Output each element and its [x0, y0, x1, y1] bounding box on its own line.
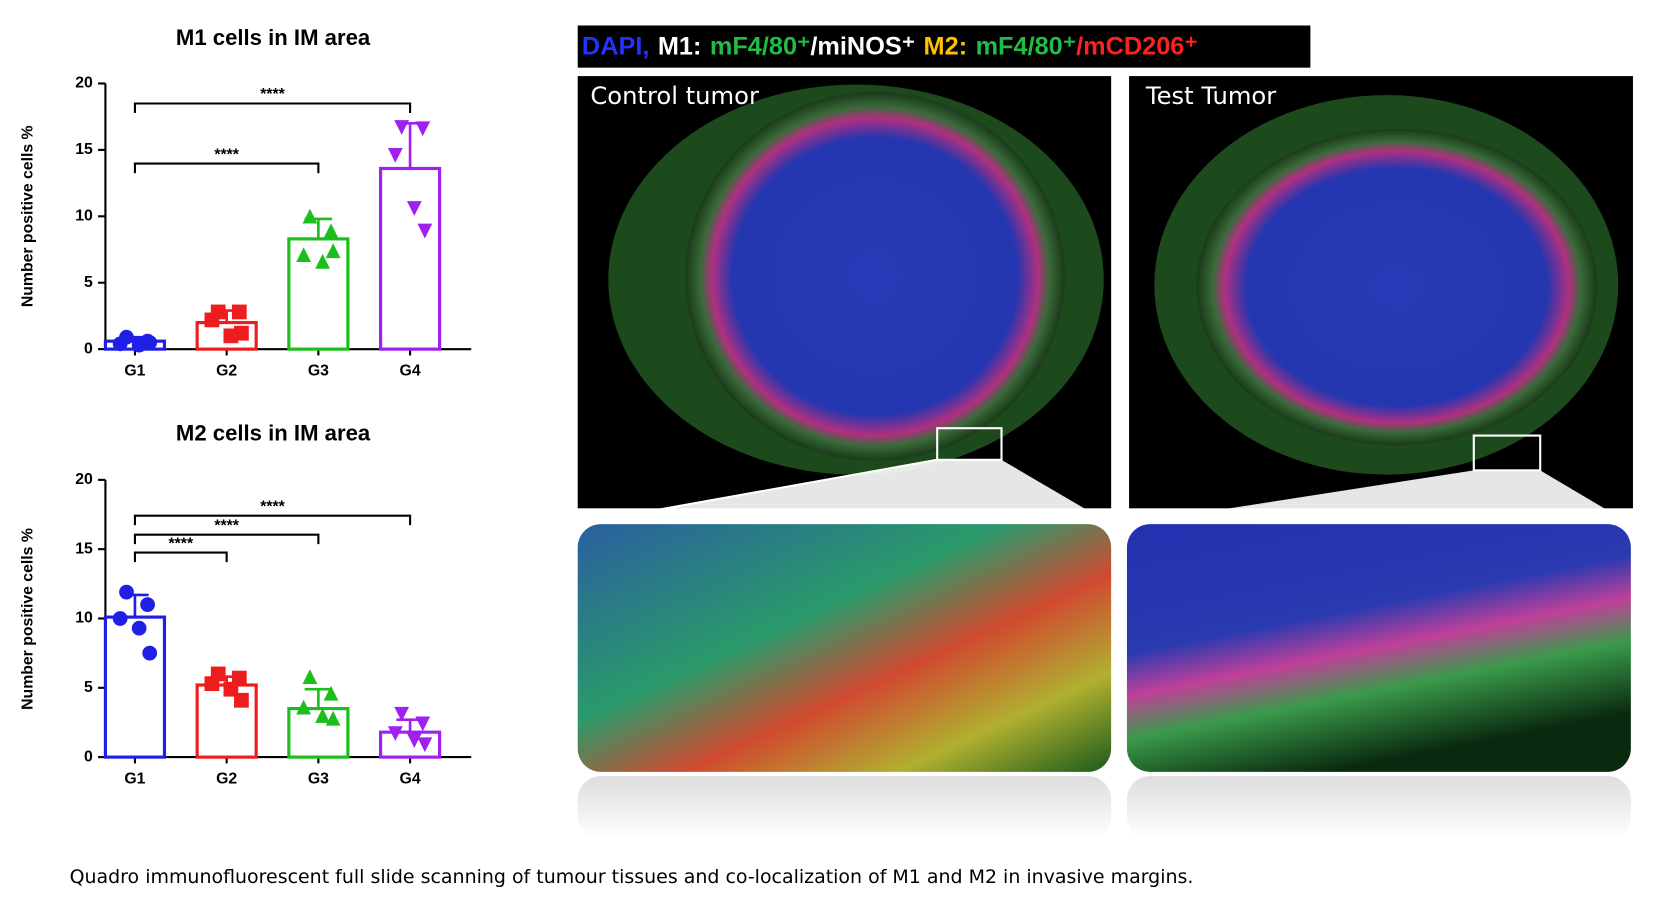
data-point [296, 699, 311, 715]
data-point [387, 147, 403, 163]
y-tick-label: 0 [84, 340, 93, 357]
data-point [417, 737, 433, 753]
significance-label: **** [214, 517, 239, 534]
significance-label: **** [214, 146, 239, 163]
y-tick-label: 15 [75, 141, 93, 158]
data-point [415, 121, 431, 137]
image-label: Test Tumor [1145, 81, 1276, 110]
legend-part: /mCD206⁺ [1076, 32, 1198, 60]
legend-part: M1: [658, 32, 702, 60]
legend-part: DAPI, [582, 32, 649, 60]
data-point [296, 247, 311, 263]
data-point [415, 716, 431, 732]
x-tick-label: G1 [124, 362, 145, 379]
data-point [204, 676, 220, 692]
data-point [387, 726, 403, 742]
data-point [204, 312, 220, 328]
y-tick-label: 20 [75, 471, 93, 488]
reflection [1126, 776, 1631, 840]
bar [287, 707, 350, 759]
data-point [315, 253, 330, 269]
data-point [119, 584, 134, 600]
legend-part: mF4/80⁺ [710, 32, 811, 60]
caption: Quadro immunofluorescent full slide scan… [70, 866, 1194, 888]
data-point [323, 685, 339, 701]
legend-part: mF4/80⁺ [976, 32, 1077, 60]
chart-title: M1 cells in IM area [176, 25, 371, 50]
x-tick-label: G3 [308, 362, 329, 379]
x-tick-label: G1 [124, 770, 145, 787]
data-point [394, 706, 410, 722]
y-tick-label: 5 [84, 274, 93, 291]
data-point [223, 681, 239, 697]
legend-part: M2: [924, 32, 968, 60]
zoom-image [1126, 524, 1631, 772]
y-axis-label: Number positive cells % [20, 125, 37, 307]
data-point [394, 120, 410, 135]
data-point [325, 243, 341, 259]
data-point [112, 611, 128, 626]
data-point [112, 336, 128, 352]
data-point [417, 223, 433, 239]
x-tick-label: G2 [216, 362, 237, 379]
data-point [131, 620, 147, 636]
data-point [234, 325, 249, 341]
x-tick-label: G4 [400, 362, 421, 379]
tumor-core [1196, 128, 1598, 446]
x-tick-label: G2 [216, 770, 237, 787]
legend-header: DAPI, M1: mF4/80⁺/miNOS⁺ M2: mF4/80⁺/mCD206⁺ [582, 32, 1198, 60]
x-tick-label: G4 [400, 770, 421, 787]
y-tick-label: 5 [84, 679, 93, 696]
zoom-connector [1128, 470, 1631, 525]
significance-bracket [133, 551, 228, 563]
x-tick-label: G3 [308, 770, 329, 787]
data-point [142, 645, 158, 661]
chart-title: M2 cells in IM area [176, 420, 371, 445]
legend-header-bg [577, 25, 1311, 68]
data-point [323, 223, 339, 239]
significance-label: **** [260, 498, 285, 515]
y-tick-label: 0 [84, 748, 93, 765]
bar [378, 166, 442, 351]
tumor-core [685, 91, 1065, 461]
data-point [231, 304, 247, 320]
bar [103, 615, 167, 759]
zoom-image [577, 524, 1112, 772]
data-point [140, 597, 155, 613]
significance-bracket [133, 533, 320, 545]
data-point [142, 335, 158, 350]
data-point [234, 692, 249, 708]
legend-part: /miNOS⁺ [810, 32, 915, 60]
significance-bracket [133, 162, 320, 174]
reflection [577, 776, 1112, 840]
image-label: Control tumor [590, 81, 759, 110]
significance-label: **** [169, 535, 194, 552]
data-point [406, 201, 422, 216]
y-tick-label: 10 [75, 610, 93, 627]
data-point [302, 669, 318, 684]
y-tick-label: 10 [75, 207, 93, 224]
significance-bracket [133, 102, 412, 113]
zoom-connector [577, 459, 1112, 525]
data-point [315, 708, 330, 723]
data-point [406, 733, 422, 748]
data-point [231, 670, 247, 686]
y-tick-label: 15 [75, 540, 93, 557]
data-point [302, 208, 318, 224]
significance-bracket [133, 514, 412, 526]
significance-label: **** [260, 86, 285, 103]
error-bar [304, 687, 333, 709]
y-axis-label: Number positive cells % [20, 528, 37, 710]
data-point [325, 710, 341, 726]
y-tick-label: 20 [75, 75, 93, 92]
zoom-line [577, 458, 938, 526]
